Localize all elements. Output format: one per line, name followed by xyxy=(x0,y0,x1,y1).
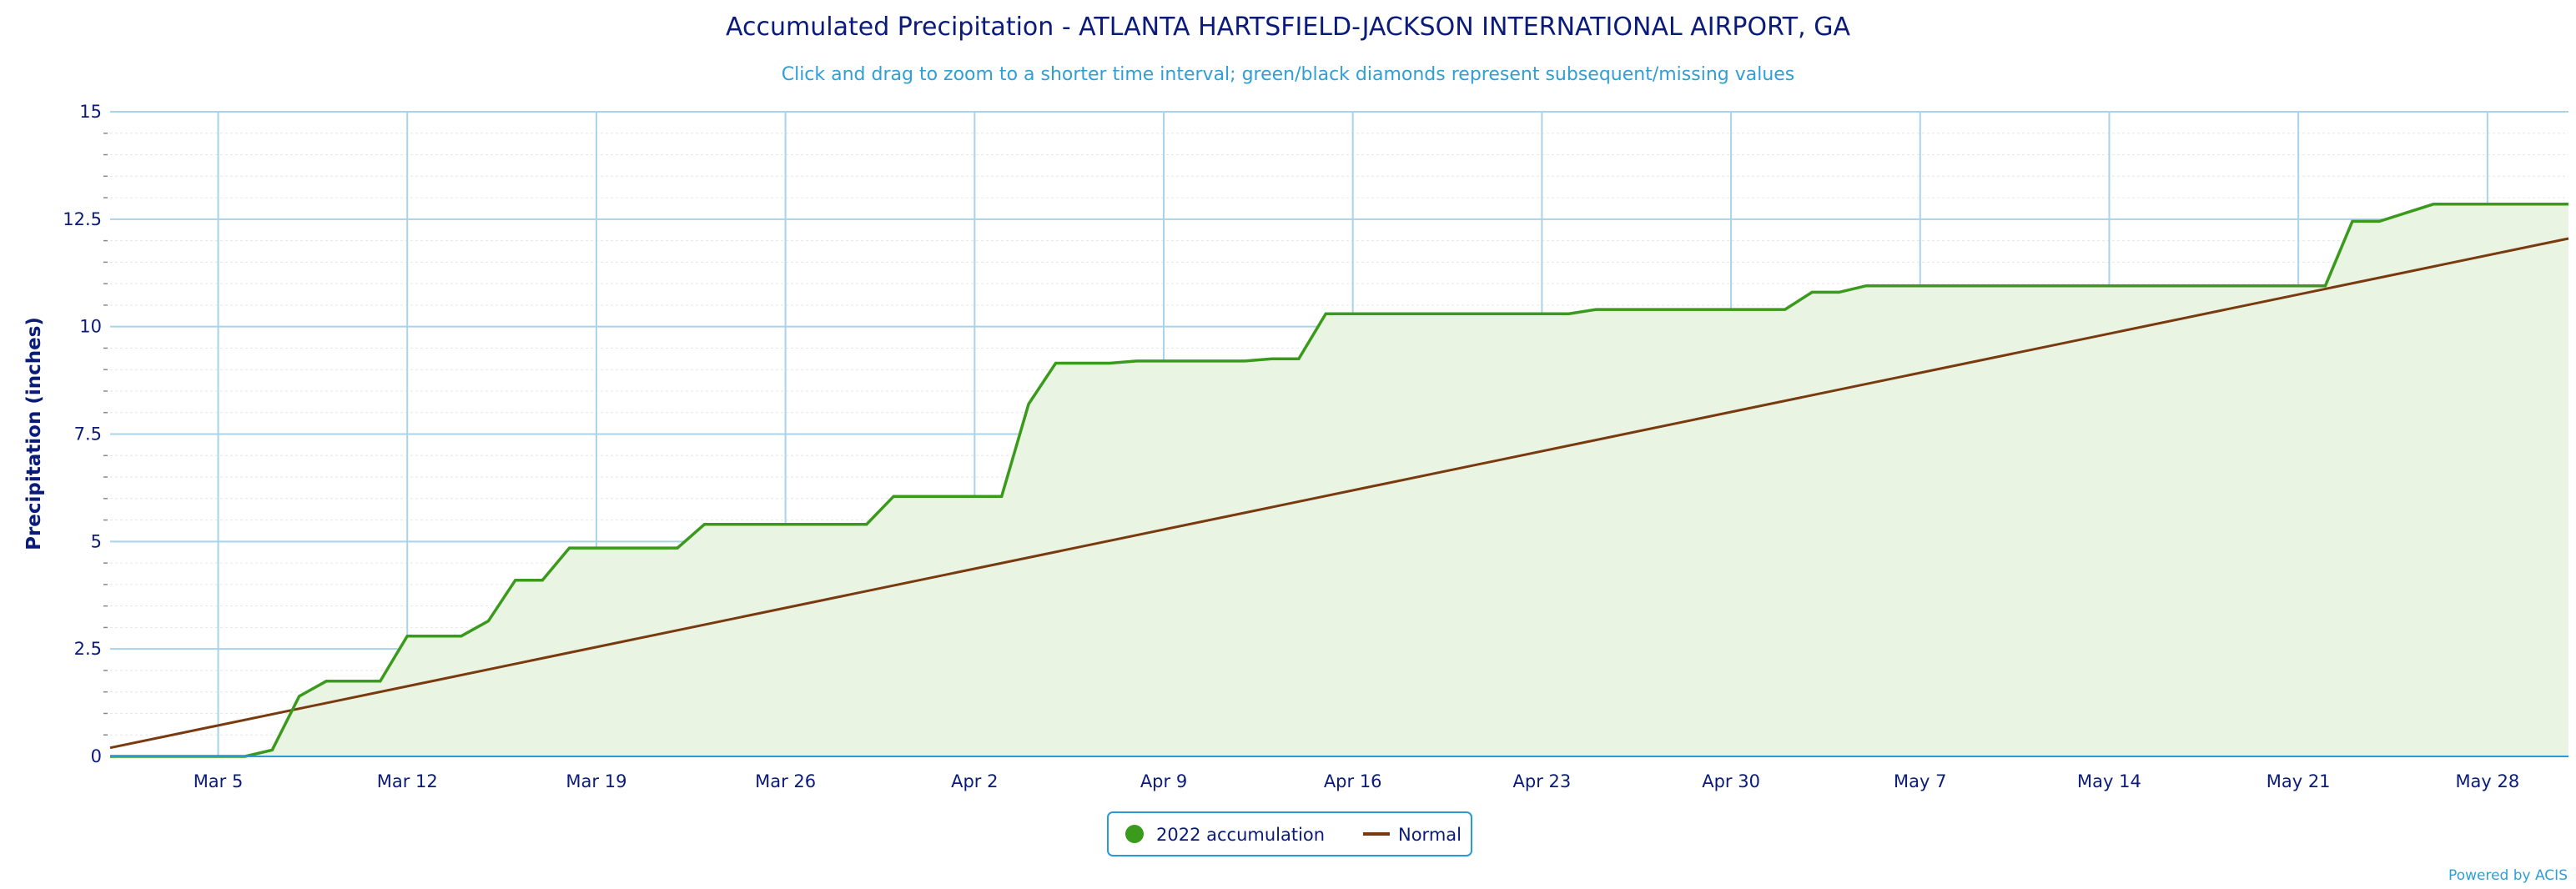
y-tick-label: 12.5 xyxy=(63,209,102,229)
x-tick-label: Apr 9 xyxy=(1140,771,1187,791)
x-tick-label: Apr 23 xyxy=(1513,771,1572,791)
x-tick-label: May 7 xyxy=(1894,771,1946,791)
x-tick-label: Apr 16 xyxy=(1324,771,1382,791)
legend-item-normal[interactable]: Normal xyxy=(1363,825,1462,845)
x-tick-label: May 28 xyxy=(2455,771,2519,791)
normal-line[interactable] xyxy=(109,237,2569,750)
y-tick-label: 15 xyxy=(79,102,102,122)
legend-item-accumulation[interactable]: 2022 accumulation xyxy=(1125,825,1325,845)
x-tick-label: Mar 12 xyxy=(377,771,438,791)
y-tick-label: 10 xyxy=(79,317,102,337)
legend-label-accumulation: 2022 accumulation xyxy=(1156,825,1325,845)
y-tick-label: 5 xyxy=(91,531,102,551)
chart-subtitle: Click and drag to zoom to a shorter time… xyxy=(782,64,1795,85)
credits-link[interactable]: Powered by ACIS xyxy=(2448,867,2568,884)
y-tick-label: 2.5 xyxy=(74,639,102,659)
legend-box xyxy=(1107,811,1472,856)
x-tick-label: Mar 26 xyxy=(755,771,816,791)
x-tick-label: Mar 5 xyxy=(194,771,244,791)
y-axis-label: Precipitation (inches) xyxy=(23,317,45,550)
chart-title: Accumulated Precipitation - ATLANTA HART… xyxy=(726,13,1850,42)
x-tick-label: Apr 2 xyxy=(951,771,998,791)
x-tick-label: May 14 xyxy=(2077,771,2141,791)
y-axis-tick-labels: 0 2.5 5 7.5 10 12.5 15 xyxy=(63,102,102,766)
accumulation-line[interactable] xyxy=(110,203,2568,758)
x-axis-tick-labels: Mar 5 Mar 12 Mar 19 Mar 26 Apr 2 Apr 9 Apr 16 A… xyxy=(194,771,2520,791)
y-tick-label: 7.5 xyxy=(74,424,102,444)
y-minor-ticks xyxy=(103,133,108,736)
y-tick-label: 0 xyxy=(91,746,102,766)
accumulation-area xyxy=(110,203,2568,757)
legend[interactable]: 2022 accumulation Normal xyxy=(1107,811,1472,856)
x-tick-label: Mar 19 xyxy=(566,771,626,791)
x-tick-label: May 21 xyxy=(2267,771,2331,791)
legend-dot-icon xyxy=(1125,825,1144,843)
legend-label-normal: Normal xyxy=(1398,825,1462,845)
x-tick-label: Apr 30 xyxy=(1702,771,1760,791)
